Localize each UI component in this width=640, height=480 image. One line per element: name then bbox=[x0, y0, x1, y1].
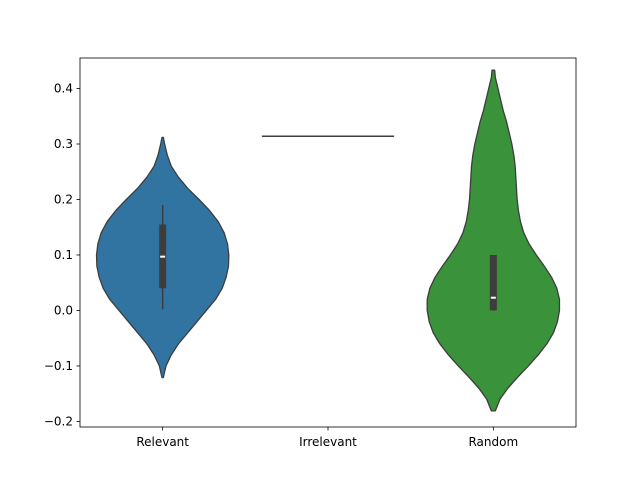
y-tick-label: 0.2 bbox=[54, 192, 73, 206]
x-tick-label-irrelevant: Irrelevant bbox=[299, 435, 357, 449]
y-tick-label: 0.4 bbox=[54, 82, 73, 96]
y-axis: −0.2 −0.1 0.0 0.1 0.2 0.3 0.4 bbox=[44, 82, 80, 428]
violin-random-iqr-box bbox=[489, 254, 497, 311]
y-tick-label: 0.3 bbox=[54, 137, 73, 151]
violin-random-body bbox=[426, 69, 561, 412]
violins-layer bbox=[95, 69, 561, 412]
y-tick-label: 0.0 bbox=[54, 303, 73, 317]
y-tick-label: 0.1 bbox=[54, 248, 73, 262]
x-axis: Relevant Irrelevant Random bbox=[136, 427, 518, 449]
y-tick-label: −0.2 bbox=[44, 414, 73, 428]
plot-frame bbox=[79, 57, 577, 428]
x-tick-label-relevant: Relevant bbox=[136, 435, 189, 449]
x-tick-label-random: Random bbox=[468, 435, 518, 449]
y-tick-label: −0.1 bbox=[44, 359, 73, 373]
